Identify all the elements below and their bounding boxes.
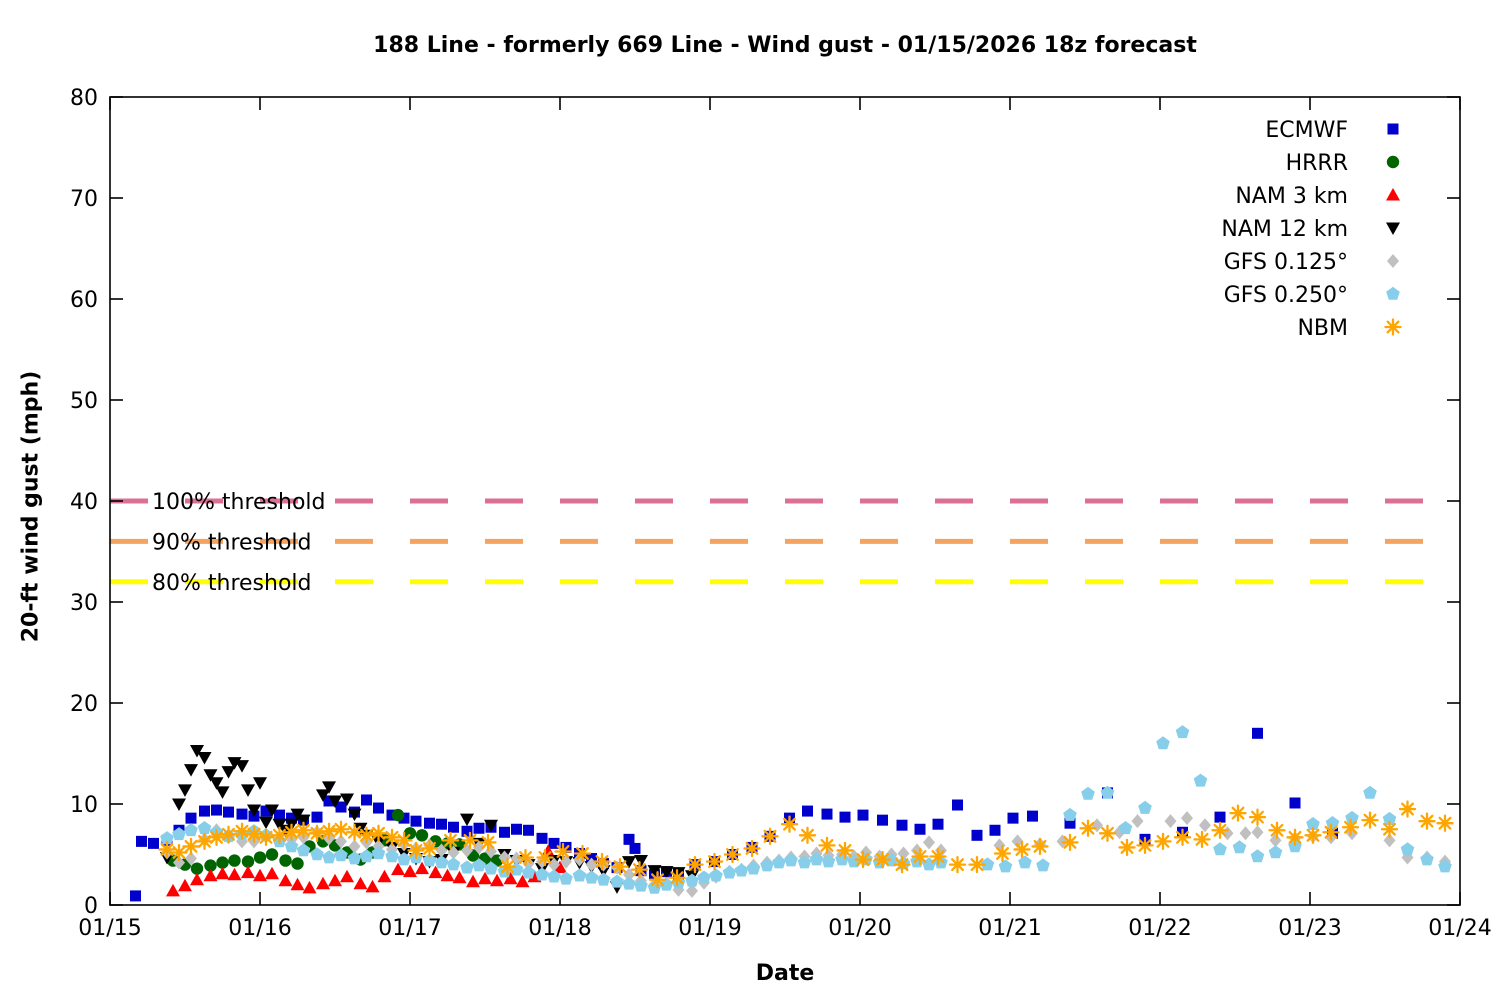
legend-label-nam-12-km: NAM 12 km bbox=[1221, 217, 1348, 242]
threshold-label-90-threshold: 90% threshold bbox=[152, 530, 312, 555]
legend-item-nam-12-km: NAM 12 km bbox=[1221, 217, 1400, 242]
series-nbm bbox=[158, 800, 1454, 889]
x-tick-label: 01/21 bbox=[978, 916, 1041, 941]
legend: ECMWF HRRR NAM 3 km NAM 12 km GFS 0.125° GFS … bbox=[1221, 118, 1402, 341]
legend-item-ecmwf: ECMWF bbox=[1265, 118, 1399, 143]
y-tick-label: 10 bbox=[70, 793, 98, 818]
x-tick-label: 01/23 bbox=[1278, 916, 1341, 941]
y-tick-label: 70 bbox=[70, 187, 98, 212]
y-tick-label: 80 bbox=[70, 86, 98, 111]
x-axis-label: Date bbox=[755, 961, 815, 986]
legend-item-gfs-0-250: GFS 0.250° bbox=[1224, 283, 1400, 308]
legend-item-nam-3-km: NAM 3 km bbox=[1235, 184, 1400, 209]
series-nam-3-km bbox=[166, 844, 567, 897]
legend-label-ecmwf: ECMWF bbox=[1265, 118, 1348, 143]
legend-item-nbm: NBM bbox=[1297, 316, 1402, 341]
legend-label-gfs-0-125: GFS 0.125° bbox=[1224, 250, 1348, 275]
y-tick-label: 40 bbox=[70, 490, 98, 515]
y-tick-label: 20 bbox=[70, 692, 98, 717]
x-tick-label: 01/15 bbox=[78, 916, 141, 941]
chart-title: 188 Line - formerly 669 Line - Wind gust… bbox=[373, 33, 1197, 58]
x-tick-label: 01/20 bbox=[828, 916, 891, 941]
legend-item-hrrr: HRRR bbox=[1286, 151, 1400, 176]
threshold-label-100-threshold: 100% threshold bbox=[152, 490, 326, 515]
legend-label-hrrr: HRRR bbox=[1286, 151, 1348, 176]
x-tick-label: 01/19 bbox=[678, 916, 741, 941]
x-tick-label: 01/24 bbox=[1428, 916, 1491, 941]
x-tick-label: 01/22 bbox=[1128, 916, 1191, 941]
y-tick-label: 0 bbox=[84, 894, 98, 919]
threshold-label-80-threshold: 80% threshold bbox=[152, 571, 312, 596]
y-axis-label: 20-ft wind gust (mph) bbox=[18, 370, 44, 643]
threshold-lines: 100% threshold 90% threshold 80% threshold bbox=[110, 490, 1460, 596]
x-tick-label: 01/18 bbox=[528, 916, 591, 941]
y-tick-label: 60 bbox=[70, 288, 98, 313]
x-tick-label: 01/16 bbox=[228, 916, 291, 941]
legend-label-gfs-0-250: GFS 0.250° bbox=[1224, 283, 1348, 308]
legend-label-nam-3-km: NAM 3 km bbox=[1235, 184, 1348, 209]
axes: 0 10 20 30 40 50 60 70 80 01/15 01/16 01/17 01/18 01/… bbox=[70, 86, 1492, 941]
y-tick-label: 30 bbox=[70, 591, 98, 616]
x-tick-label: 01/17 bbox=[378, 916, 441, 941]
legend-label-nbm: NBM bbox=[1297, 316, 1348, 341]
legend-item-gfs-0-125: GFS 0.125° bbox=[1224, 250, 1399, 275]
y-tick-label: 50 bbox=[70, 389, 98, 414]
